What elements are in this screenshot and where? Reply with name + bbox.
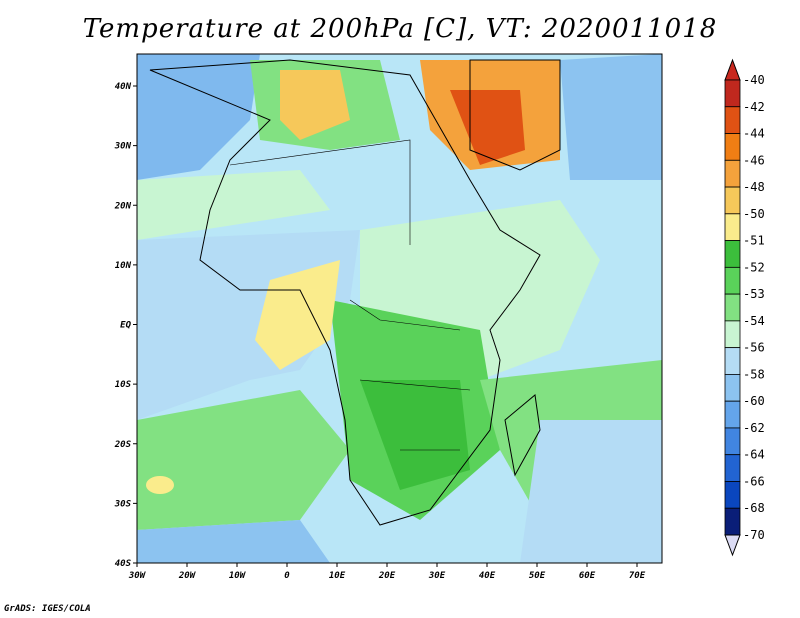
colorbar-label: -50 (743, 207, 765, 221)
colorbar-label: -42 (743, 100, 765, 114)
map-panel (136, 53, 663, 564)
lat-tick-label: 10S (115, 380, 132, 390)
longitude-ticks: 30W 20W 10W 0 10E 20E 30E 40E 50E 60E 70E (128, 563, 646, 581)
colorbar-label: -56 (743, 341, 765, 355)
colorbar-segment (724, 213, 741, 241)
mid-ocean-region (137, 170, 330, 240)
lon-tick-label: 30W (128, 571, 147, 581)
south-indian-cold (520, 420, 662, 563)
colorbar-label: -46 (743, 153, 765, 167)
lon-tick-label: 10E (329, 571, 346, 581)
colorbar-label: -51 (743, 234, 765, 248)
colorbar-segment (724, 507, 741, 536)
lon-tick-label: 20W (178, 571, 197, 581)
colorbar-label: -53 (743, 287, 765, 301)
south-atlantic-warm-spot (146, 476, 174, 494)
asia-cold (560, 54, 662, 180)
colorbar-segment (724, 427, 741, 456)
colorbar-top-arrow (724, 58, 741, 81)
latitude-ticks: 40N 30N 20N 10N EQ 10S 20S 30S 40S (114, 82, 137, 569)
northwest-africa-warm (280, 70, 350, 140)
lat-tick-label: 20S (114, 440, 132, 450)
colorbar-segment (724, 454, 741, 482)
colorbar-segment (724, 266, 741, 295)
lon-tick-label: 50E (529, 571, 546, 581)
lon-tick-label: 10W (229, 571, 247, 581)
africa-outline (149, 59, 541, 526)
map-title: Temperature at 200hPa [C], VT: 202001101… (82, 14, 718, 44)
lon-tick-label: 60E (579, 571, 596, 581)
madagascar-outline (504, 394, 541, 477)
grads-credit: GrADS: IGES/COLA (4, 604, 91, 614)
lat-tick-label: 10N (115, 261, 132, 271)
colorbar-segment (724, 106, 741, 134)
southern-africa-warm (360, 380, 470, 490)
lat-tick-label: 20N (114, 201, 132, 211)
lon-tick-label: 20E (378, 571, 396, 581)
colorbar-label: -64 (743, 448, 765, 462)
colorbar-segment (724, 400, 741, 429)
cold-northwest-region (137, 54, 260, 180)
lon-tick-label: 30E (428, 571, 446, 581)
country-borders (229, 139, 411, 245)
middle-east-hot (450, 90, 525, 165)
lat-tick-label: EQ (120, 321, 131, 331)
colorbar-segment (724, 186, 741, 215)
colorbar-segment (724, 374, 741, 402)
colorbar-label: -40 (743, 73, 765, 87)
lat-tick-label: 40N (115, 82, 132, 92)
colorbar-segment (724, 133, 741, 161)
colorbar-segment (724, 293, 741, 322)
map-frame (136, 53, 663, 564)
colorbar: -40 -42 -44 -46 -48 -50 -51 -52 -53 -54 -56 -58 -60 -… (724, 58, 765, 557)
gulf-guinea-warm (255, 260, 340, 370)
colorbar-label: -68 (743, 501, 765, 515)
colorbar-label: -54 (743, 314, 765, 328)
colorbar-label: -60 (743, 394, 765, 408)
south-atlantic-green (137, 390, 350, 530)
colorbar-segment (724, 320, 741, 349)
colorbar-label: -44 (743, 127, 765, 141)
lon-tick-label: 70E (629, 571, 646, 581)
country-borders-south (349, 299, 471, 451)
lat-tick-label: 30S (114, 499, 132, 509)
colorbar-bottom-arrow (724, 534, 741, 557)
colorbar-label: -62 (743, 421, 765, 435)
colorbar-label: -52 (743, 260, 765, 274)
colorbar-label: -66 (743, 474, 765, 488)
colorbar-segment (724, 481, 741, 509)
south-atlantic-cold (137, 520, 330, 563)
lon-tick-label: 40E (479, 571, 496, 581)
colorbar-segment (724, 240, 741, 268)
lon-tick-label: 0 (284, 571, 290, 581)
colorbar-label: -48 (743, 180, 765, 194)
colorbar-label: -58 (743, 367, 765, 381)
colorbar-segment (724, 79, 741, 108)
lat-tick-label: 30N (114, 142, 132, 152)
colorbar-label: -70 (743, 528, 765, 542)
colorbar-segment (724, 159, 741, 188)
lat-tick-label: 40S (115, 559, 132, 569)
arabia-outline (469, 59, 561, 171)
colorbar-segment (724, 347, 741, 375)
